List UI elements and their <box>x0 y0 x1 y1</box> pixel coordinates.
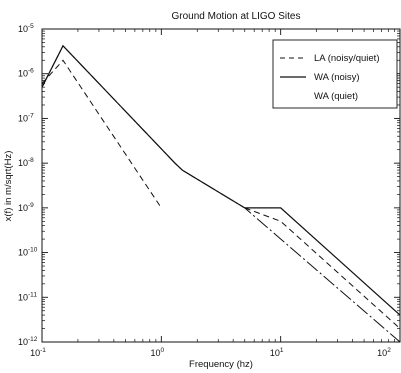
series-line-3 <box>41 44 401 343</box>
y-tick-labels: 10-12 10-11 10-10 10-9 10-8 10-7 10-6 10-5 <box>18 23 38 347</box>
series-line-2 <box>244 207 401 316</box>
y-tick-label: 10-11 <box>18 291 37 302</box>
legend-box <box>272 39 398 109</box>
y-tick-label: 10-6 <box>18 68 34 79</box>
x-tick-label: 101 <box>270 347 284 358</box>
x-axis-label: Frequency (hz) <box>189 359 253 370</box>
legend-label-wa-quiet: WA (quiet) <box>314 91 358 102</box>
y-tick-label: 10-5 <box>18 23 34 34</box>
y-tick-label: 10-10 <box>18 247 38 258</box>
series-line-1 <box>244 207 401 329</box>
x-tick-label: 102 <box>377 347 391 358</box>
x-tick-label: 10-1 <box>30 347 46 358</box>
y-tick-label: 10-8 <box>18 157 34 168</box>
legend: LA (noisy/quiet) WA (noisy) WA (quiet) <box>272 39 398 109</box>
y-axis-label: x(f) in m/sqrt(Hz) <box>3 151 14 222</box>
chart-title: Ground Motion at LIGO Sites <box>172 11 301 22</box>
y-tick-label: 10-7 <box>18 112 34 123</box>
x-tick-label: 100 <box>151 347 165 358</box>
y-tick-label: 10-12 <box>18 336 38 347</box>
series-line-1 <box>41 59 162 209</box>
x-tick-labels: 10-1 100 101 102 <box>30 347 391 358</box>
legend-label-wa-noisy: WA (noisy) <box>314 72 360 83</box>
series-layer <box>41 44 401 343</box>
major-tick-marks <box>41 28 401 343</box>
legend-label-la: LA (noisy/quiet) <box>314 53 379 64</box>
y-tick-label: 10-9 <box>18 202 34 213</box>
